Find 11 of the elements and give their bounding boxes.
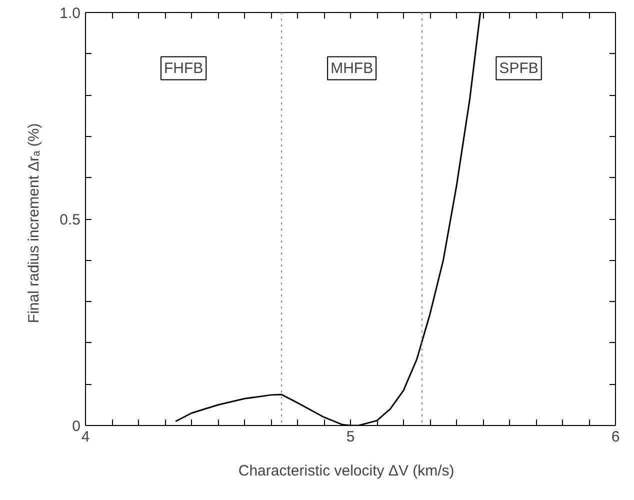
x-tick-label: 5 bbox=[346, 428, 355, 446]
annotation: SPFB bbox=[499, 60, 538, 77]
annotation: FHFB bbox=[164, 60, 204, 77]
y-tick-label: 0 bbox=[72, 418, 80, 435]
y-axis-title: Final radius increment Δrₐ (%) bbox=[26, 123, 43, 324]
y-tick-label: 0.5 bbox=[60, 212, 81, 228]
x-axis-title: Characteristic velocity ΔV (km/s) bbox=[238, 462, 454, 480]
x-tick-label: 6 bbox=[611, 428, 620, 446]
y-tick-label: 1.0 bbox=[60, 5, 81, 22]
x-tick-label: 4 bbox=[81, 428, 90, 446]
annotation: MHFB bbox=[330, 60, 374, 77]
